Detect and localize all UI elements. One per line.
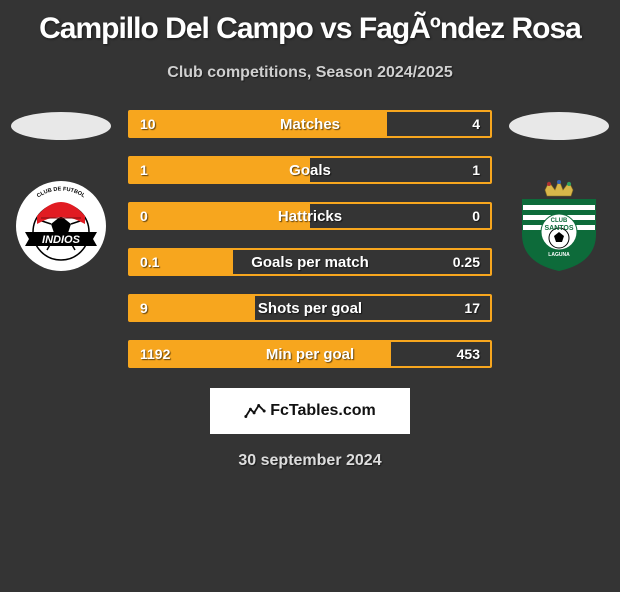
stat-bar: 9Shots per goal17 [128, 294, 492, 322]
stat-bar: 1Goals1 [128, 156, 492, 184]
stat-bar-left-segment [130, 158, 310, 182]
stat-bar: 0.1Goals per match0.25 [128, 248, 492, 276]
stat-bar-right-segment [310, 158, 490, 182]
left-player-oval [11, 112, 111, 140]
santos-laguna-logo-icon: CLUB SANTOS LAGUNA [509, 180, 609, 272]
branding-badge: FcTables.com [210, 388, 410, 434]
branding-text: FcTables.com [270, 402, 376, 420]
right-player-oval [509, 112, 609, 140]
right-club-logo: CLUB SANTOS LAGUNA [509, 180, 609, 272]
stat-bar-left-segment [130, 342, 391, 366]
indios-logo-icon: CLUB DE FUTBOL INDIOS [11, 180, 111, 272]
stat-bar-right-segment [255, 296, 490, 320]
stat-bar-right-segment [233, 250, 490, 274]
page-title: Campillo Del Campo vs FagÃºndez Rosa [0, 12, 620, 46]
left-club-logo: CLUB DE FUTBOL INDIOS [11, 180, 111, 272]
stat-bar-right-segment [391, 342, 490, 366]
stat-bar: 0Hattricks0 [128, 202, 492, 230]
svg-text:INDIOS: INDIOS [42, 234, 81, 246]
left-column: CLUB DE FUTBOL INDIOS [6, 110, 116, 272]
stat-bar-right-segment [387, 112, 490, 136]
stat-bar: 1192Min per goal453 [128, 340, 492, 368]
stat-bar-left-segment [130, 250, 233, 274]
svg-text:LAGUNA: LAGUNA [548, 252, 570, 258]
comparison-row: CLUB DE FUTBOL INDIOS 10Matches4 1Goals1 0… [0, 110, 620, 368]
stat-bar-left-segment [130, 204, 310, 228]
stat-bar-left-segment [130, 296, 255, 320]
svg-text:SANTOS: SANTOS [544, 225, 573, 232]
subtitle: Club competitions, Season 2024/2025 [0, 64, 620, 82]
stat-bar: 10Matches4 [128, 110, 492, 138]
right-column: CLUB SANTOS LAGUNA [504, 110, 614, 272]
svg-text:CLUB: CLUB [551, 218, 568, 224]
stat-bar-left-segment [130, 112, 387, 136]
chart-icon [244, 400, 266, 422]
stat-bar-right-segment [310, 204, 490, 228]
footer-date: 30 september 2024 [0, 452, 620, 470]
stat-bars: 10Matches4 1Goals1 0Hattricks0 0.1Goals per… [116, 110, 504, 368]
